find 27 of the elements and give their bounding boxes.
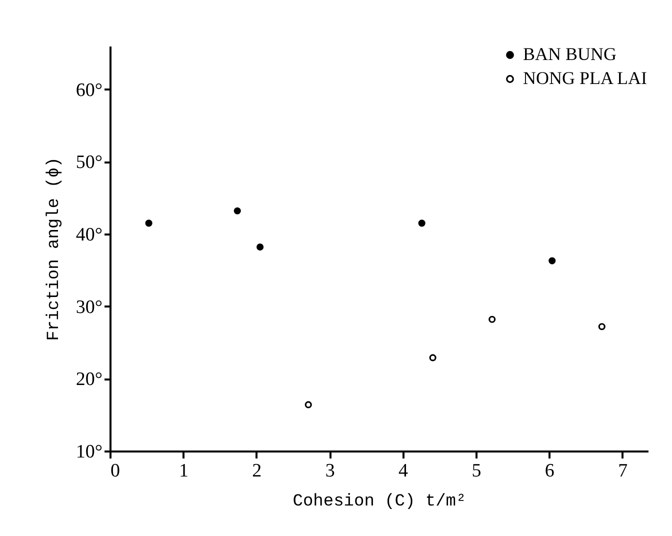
point xyxy=(418,220,426,227)
y-axis-title: Friction angle (ϕ) xyxy=(44,157,64,341)
y-tick-label: 30° xyxy=(76,296,102,318)
y-tick-label: 10° xyxy=(76,442,102,462)
x-axis-title: Cohesion (C) t/m² xyxy=(292,492,466,512)
x-tick-label: 6 xyxy=(544,460,554,482)
x-tick-label: 5 xyxy=(472,460,482,482)
point xyxy=(598,323,606,330)
legend-label: BAN BUNG xyxy=(523,44,617,64)
point xyxy=(304,401,312,408)
x-tick-label: 4 xyxy=(398,460,409,482)
y-tick-label: 60° xyxy=(76,80,102,101)
x-tick-label: 1 xyxy=(178,460,188,482)
point xyxy=(429,354,436,362)
point xyxy=(488,316,496,323)
point xyxy=(234,207,241,214)
y-tick-label: 50° xyxy=(76,152,102,174)
x-tick-label: 2 xyxy=(252,460,262,482)
legend-label: NONG PLA LAI xyxy=(523,68,647,88)
point xyxy=(256,244,264,251)
x-tick-label: 7 xyxy=(618,460,628,482)
point xyxy=(548,257,556,264)
point xyxy=(145,220,152,227)
x-tick-label: 3 xyxy=(325,460,335,482)
x-tick-label: 0 xyxy=(110,460,120,482)
y-tick-label: 20° xyxy=(76,369,102,390)
y-tick-label: 40° xyxy=(76,224,102,246)
